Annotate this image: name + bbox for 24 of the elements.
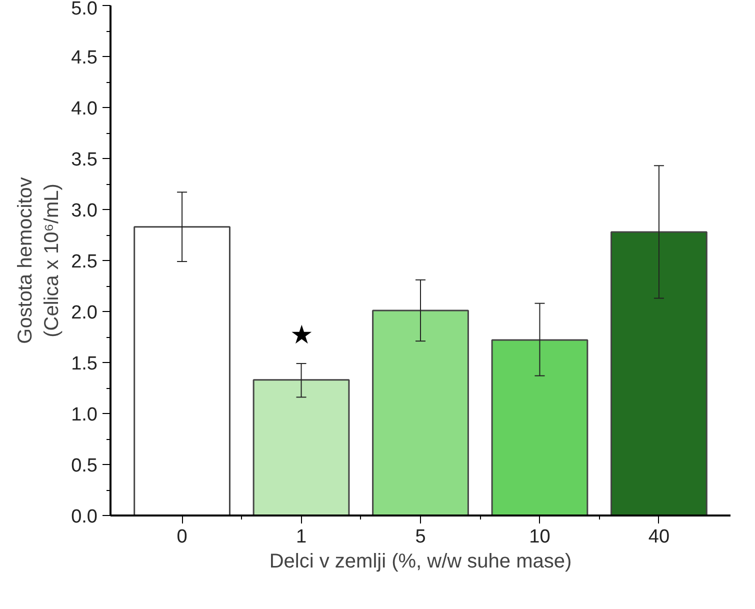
annotation: ★ xyxy=(290,320,313,350)
x-tick-label: 1 xyxy=(296,526,307,548)
y-tick-label: 3.0 xyxy=(71,200,98,222)
bar xyxy=(491,339,588,516)
y-tick-label: 0.5 xyxy=(71,456,98,476)
bar xyxy=(252,379,350,516)
x-tick-label: 40 xyxy=(648,526,670,548)
y-tick-label: 4.0 xyxy=(71,98,98,120)
y-tick-label: 0.0 xyxy=(71,506,98,528)
bar xyxy=(610,231,708,516)
bar xyxy=(134,226,230,516)
y-tick-label: 1.5 xyxy=(71,354,98,374)
bar xyxy=(372,310,469,516)
x-tick-label: 5 xyxy=(415,526,426,548)
y-axis-title: Gostota hemocitov (Celica x 10⁶/mL) xyxy=(14,177,64,344)
y-tick-label: 2.5 xyxy=(71,252,98,272)
x-axis-title: Delci v zemlji (%, w/w suhe mase) xyxy=(269,550,572,572)
y-tick-label: 1.0 xyxy=(71,404,98,426)
x-tick-label: 10 xyxy=(529,526,550,548)
x-tick-label: 0 xyxy=(176,526,188,548)
y-tick-label: 2.0 xyxy=(71,302,98,324)
y-tick-label: 5.0 xyxy=(71,0,98,20)
y-tick-label: 4.5 xyxy=(71,48,98,68)
y-tick-label: 3.5 xyxy=(71,150,98,170)
